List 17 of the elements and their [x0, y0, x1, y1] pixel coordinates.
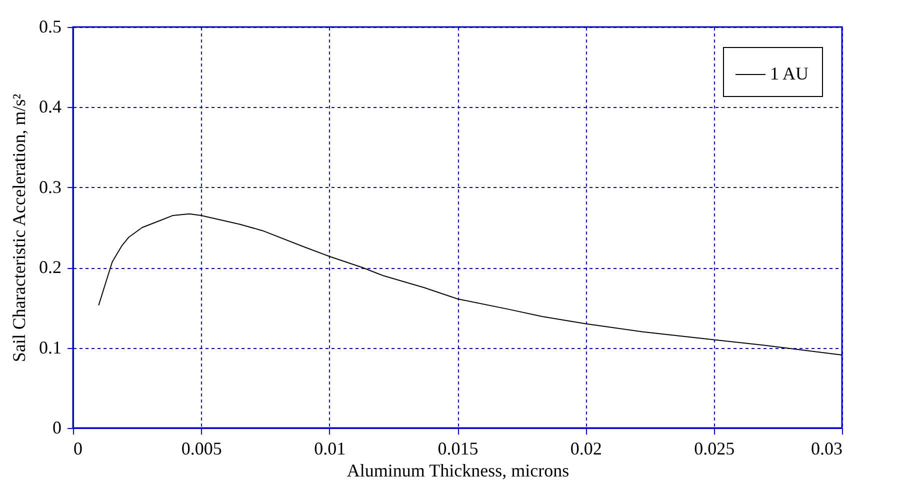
x-axis-title: Aluminum Thickness, microns — [346, 460, 570, 480]
x-tick-label: 0.03 — [811, 438, 842, 458]
y-tick-label: 0.3 — [39, 176, 62, 197]
line-series — [98, 213, 842, 356]
x-tick-label: 0.005 — [181, 438, 222, 458]
x-tick-label: 0.01 — [314, 438, 346, 458]
x-tick-label: 0.025 — [694, 438, 735, 458]
y-tick-label: 0.4 — [39, 96, 62, 117]
x-tick-label: 0.02 — [570, 438, 602, 458]
y-tick-label: 0.1 — [39, 337, 62, 358]
x-tick-label: 0.015 — [438, 438, 478, 458]
y-tick-label: 0.2 — [39, 257, 62, 278]
y-tick-label: 0 — [52, 418, 62, 438]
legend-label: 1 AU — [770, 64, 809, 84]
x-tick-label: 0 — [74, 438, 82, 458]
y-tick-label: 0.5 — [39, 16, 62, 36]
y-axis-title: Sail Characteristic Acceleration, m/s² — [9, 94, 29, 362]
